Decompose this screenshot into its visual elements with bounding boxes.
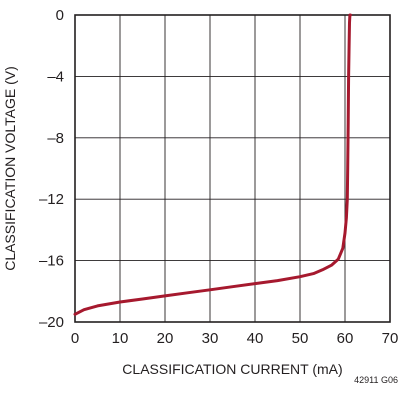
x-tick-labels: 0 10 20 30 40 50 60 70	[71, 330, 399, 347]
x-tick-label: 0	[71, 330, 79, 347]
figure-code: 42911 G06	[354, 375, 398, 385]
y-tick-label: –8	[47, 130, 64, 147]
y-tick-label: 0	[56, 7, 64, 24]
y-tick-label: –4	[47, 68, 64, 85]
x-axis-label: CLASSIFICATION CURRENT (mA)	[122, 361, 342, 377]
x-tick-label: 60	[337, 330, 354, 347]
y-axis-label: CLASSIFICATION VOLTAGE (V)	[2, 66, 18, 271]
plot-area-frame	[74, 14, 391, 323]
y-tick-labels: 0 –4 –8 –12 –16 –20	[39, 7, 64, 331]
y-tick-label: –20	[39, 314, 64, 331]
grid	[75, 15, 390, 322]
x-tick-label: 10	[112, 330, 129, 347]
y-tick-label: –16	[39, 253, 64, 270]
y-tick-label: –12	[39, 191, 64, 208]
x-tick-label: 50	[292, 330, 309, 347]
series-line	[73, 13, 352, 316]
x-tick-label: 40	[247, 330, 264, 347]
x-tick-label: 20	[157, 330, 174, 347]
series-layer	[73, 13, 352, 316]
x-tick-label: 30	[202, 330, 219, 347]
x-tick-label: 70	[382, 330, 399, 347]
